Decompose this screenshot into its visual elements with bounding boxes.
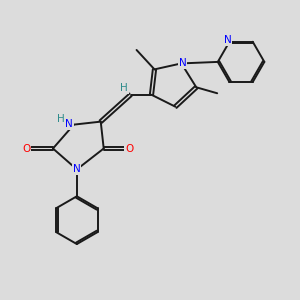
- Text: N: N: [224, 35, 232, 45]
- Text: N: N: [65, 119, 73, 129]
- Text: N: N: [73, 164, 81, 174]
- Text: O: O: [125, 143, 133, 154]
- Text: N: N: [179, 58, 187, 68]
- Text: H: H: [56, 114, 64, 124]
- Text: H: H: [120, 83, 128, 93]
- Text: O: O: [22, 143, 30, 154]
